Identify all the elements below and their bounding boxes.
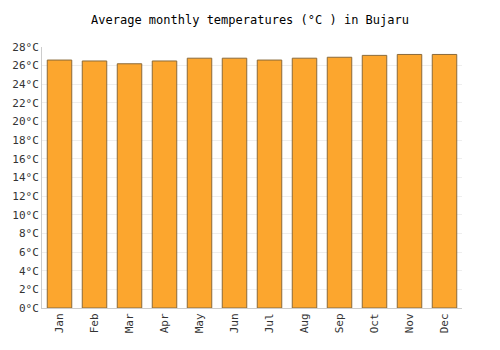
svg-text:14°C: 14°C — [12, 171, 39, 184]
svg-text:Sep: Sep — [333, 313, 346, 333]
svg-text:28°C: 28°C — [12, 41, 39, 54]
svg-text:Feb: Feb — [88, 313, 101, 333]
svg-text:26°C: 26°C — [12, 59, 39, 72]
svg-text:16°C: 16°C — [12, 153, 39, 166]
svg-text:18°C: 18°C — [12, 134, 39, 147]
svg-text:Oct: Oct — [368, 313, 381, 333]
svg-text:Aug: Aug — [298, 313, 311, 333]
svg-text:4°C: 4°C — [19, 265, 39, 278]
svg-text:22°C: 22°C — [12, 97, 39, 110]
svg-text:20°C: 20°C — [12, 115, 39, 128]
svg-text:Jul: Jul — [263, 313, 276, 333]
svg-text:0°C: 0°C — [19, 302, 39, 315]
svg-text:Mar: Mar — [123, 313, 136, 333]
svg-text:12°C: 12°C — [12, 190, 39, 203]
svg-text:Dec: Dec — [438, 313, 451, 333]
svg-text:Average monthly temperatures (: Average monthly temperatures (°C ) in Bu… — [91, 13, 409, 27]
svg-text:2°C: 2°C — [19, 283, 39, 296]
svg-text:Nov: Nov — [403, 313, 416, 333]
svg-text:Apr: Apr — [158, 313, 171, 333]
svg-text:24°C: 24°C — [12, 78, 39, 91]
svg-text:May: May — [193, 313, 206, 333]
svg-text:6°C: 6°C — [19, 246, 39, 259]
svg-text:Jun: Jun — [228, 313, 241, 333]
svg-text:10°C: 10°C — [12, 209, 39, 222]
svg-text:Jan: Jan — [53, 313, 66, 333]
svg-text:8°C: 8°C — [19, 227, 39, 240]
